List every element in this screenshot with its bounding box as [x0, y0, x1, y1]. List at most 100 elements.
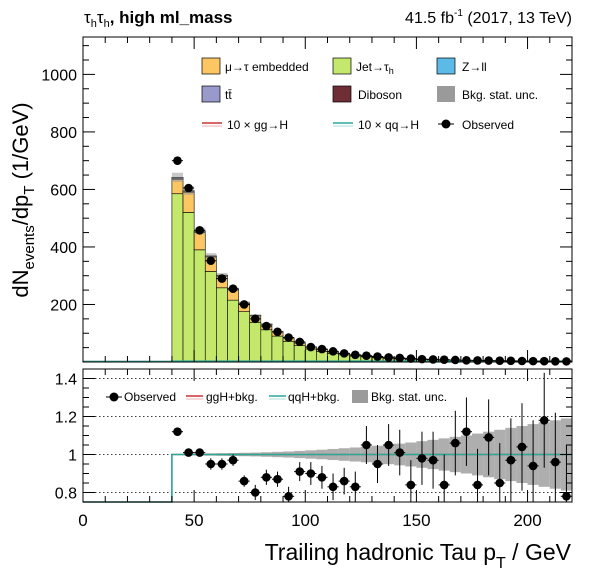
observed-point-26: [462, 355, 471, 365]
ratio-point-12: [306, 469, 316, 478]
lumi-label: 41.5 fb-1 (2017, 13 TeV): [405, 8, 572, 27]
x-tick-label-0: 0: [78, 511, 87, 530]
observed-point-9: [273, 327, 282, 337]
bkg-stat-uncertainty: [83, 172, 561, 362]
observed-point-13: [317, 344, 327, 354]
ratio-point-15: [339, 476, 349, 486]
ratio-legend-marker-observed: [109, 392, 119, 402]
ratio-point-4: [217, 459, 227, 469]
legend-label-ggh: 10 × gg→H: [227, 118, 288, 132]
observed-point-7: [250, 314, 260, 324]
stacked-histograms: [82, 177, 562, 363]
x-tick-label-2: 100: [291, 511, 319, 530]
ratio-point-13: [317, 473, 327, 482]
observed-point-31: [517, 356, 527, 366]
main-frame: [82, 36, 573, 363]
ratio-y-tick-label-3: 1.4: [55, 372, 77, 389]
ratio-point-29: [495, 478, 505, 488]
ratio-point-16: [350, 482, 360, 492]
legend-swatch-ttbar: [201, 85, 221, 103]
ratio-point-3: [206, 459, 216, 469]
main-y-axis: 200 400 600 800 1000: [41, 45, 572, 349]
legend-swatch-embedded: [201, 57, 221, 75]
ratio-point-33: [539, 416, 549, 425]
stack-bar-1-3: [193, 232, 206, 251]
observed-point-28: [484, 356, 493, 365]
legend-swatch-diboson: [332, 85, 352, 103]
observed-point-4: [217, 274, 227, 283]
legend-marker-observed: [441, 119, 451, 129]
legend-label-jet: Jet→τh: [356, 60, 394, 76]
x-tick-label-4: 200: [513, 511, 541, 530]
ratio-point-8: [262, 473, 271, 482]
ratio-y-tick-label-0: 0.8: [55, 486, 77, 503]
observed-point-15: [339, 349, 349, 358]
ratio-point-5: [228, 455, 238, 465]
legend-swatch-zll: [436, 57, 456, 75]
ratio-point-9: [273, 474, 282, 484]
ratio-legend-label-ggh: ggH+bkg.: [206, 390, 258, 404]
observed-point-33: [539, 356, 549, 366]
main-y-tick-label-1: 400: [50, 240, 77, 257]
ratio-observed-points: [171, 372, 572, 502]
main-x-ticks: [82, 37, 573, 362]
x-tick-label-1: 50: [185, 511, 204, 530]
observed-points: [171, 156, 572, 366]
legend-swatch-jet: [332, 57, 352, 75]
ratio-point-25: [451, 438, 460, 448]
legend-label-zll: Z→ll: [462, 60, 487, 74]
observed-point-27: [473, 356, 482, 365]
ratio-point-7: [250, 488, 260, 497]
observed-point-20: [395, 353, 405, 363]
ratio-legend: Observed ggH+bkg. qqH+bkg. Bkg. stat. un…: [106, 390, 447, 404]
observed-point-11: [295, 337, 305, 347]
ratio-point-19: [384, 440, 393, 450]
observed-point-17: [362, 351, 371, 360]
observed-point-18: [373, 352, 382, 361]
ratio-point-32: [528, 461, 538, 471]
legend-label-bkgunc: Bkg. stat. unc.: [462, 88, 538, 102]
observed-point-24: [439, 355, 449, 364]
main-panel: 200 400 600 800 1000 dNevents/dpT (1/GeV) μ→…: [8, 36, 573, 366]
observed-point-25: [451, 355, 460, 365]
main-y-tick-label-0: 200: [50, 297, 77, 314]
ratio-y-tick-label-1: 1: [68, 448, 77, 465]
main-legend: μ→τ embedded Jet→τh Z→ll tt̄ Diboson Bkg…: [201, 57, 538, 132]
x-axis-title: Trailing hadronic Tau pT / GeV: [265, 539, 572, 572]
stack-bar-0-8: [249, 322, 262, 363]
ratio-point-35: [562, 492, 571, 501]
stack-bar-0-5: [216, 287, 228, 363]
ratio-point-31: [517, 442, 527, 452]
observed-point-8: [262, 321, 271, 331]
ratio-point-14: [328, 482, 338, 492]
ratio-point-17: [362, 440, 371, 450]
stack-bar-1-2: [182, 192, 195, 213]
ratio-point-34: [551, 457, 560, 467]
ratio-point-30: [506, 455, 516, 465]
stack-bar-0-3: [193, 249, 206, 363]
main-y-tick-label-3: 800: [50, 125, 77, 142]
ratio-point-11: [295, 467, 305, 476]
stack-bar-0-10: [271, 335, 284, 363]
main-y-tick-label-4: 1000: [41, 67, 77, 84]
ratio-point-20: [395, 448, 405, 457]
channel-label: τhτh, high ml_mass: [84, 8, 233, 30]
observed-point-32: [528, 356, 538, 366]
ratio-legend-label-qqh: qqH+bkg.: [288, 390, 340, 404]
observed-point-5: [228, 284, 238, 293]
observed-point-10: [284, 333, 293, 342]
observed-point-21: [406, 354, 416, 363]
ratio-legend-label-observed: Observed: [124, 390, 176, 404]
ratio-point-24: [439, 480, 449, 490]
legend-swatch-bkgunc: [437, 86, 455, 102]
stack-bar-0-1: [171, 193, 184, 363]
ratio-y-axis: 0.8 1 1.2 1.4: [55, 372, 572, 503]
ratio-legend-label-bkgunc: Bkg. stat. unc.: [371, 390, 447, 404]
observed-point-3: [206, 256, 216, 266]
observed-point-35: [562, 357, 571, 366]
ratio-point-18: [373, 459, 382, 469]
observed-point-19: [384, 353, 393, 362]
ratio-legend-swatch-bkgunc: [352, 390, 368, 403]
legend-label-observed: Observed: [462, 118, 514, 132]
observed-point-30: [506, 356, 516, 366]
